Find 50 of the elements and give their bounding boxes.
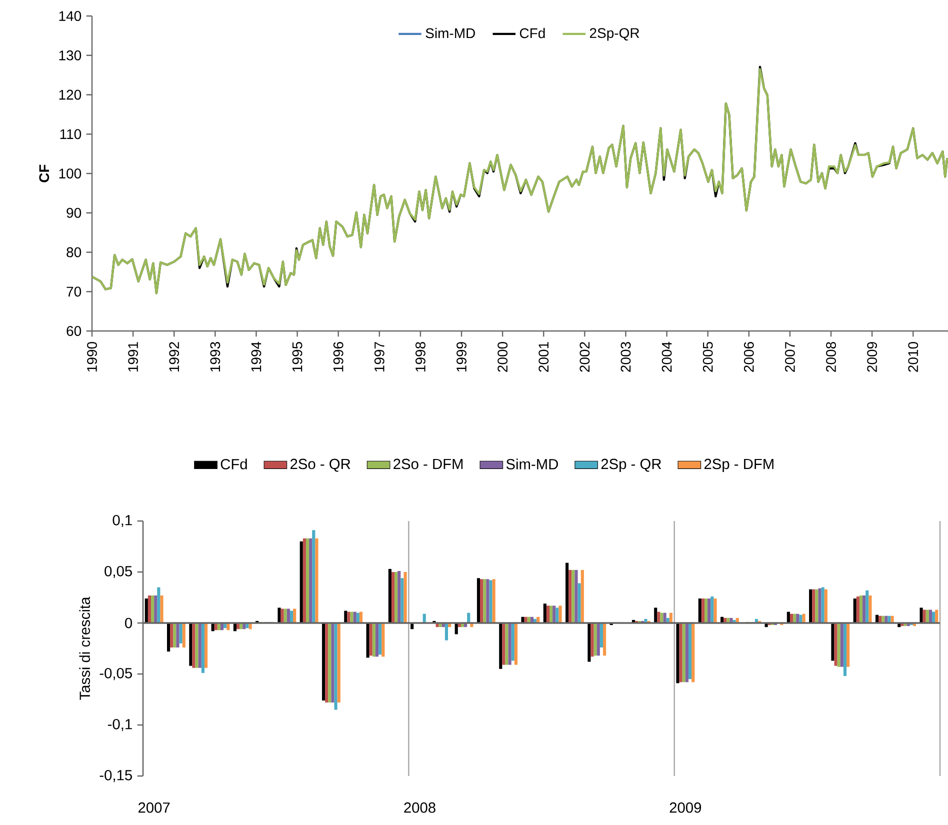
y-tick-label: 100	[59, 168, 82, 178]
y-tick-label: 0,05	[104, 566, 132, 578]
x-tick-label: 2009	[670, 802, 702, 813]
x-tick-label: 1993	[210, 342, 220, 372]
x-tick-label: 1997	[374, 342, 384, 372]
legend-label: 2Sp - DFM	[704, 458, 774, 472]
legend-label: 2Sp - QR	[601, 458, 662, 472]
x-tick-label: 2001	[538, 342, 549, 372]
x-tick-label: 2008	[404, 802, 436, 813]
x-tick-label: 1994	[251, 342, 262, 372]
x-tick-label: 2000	[498, 342, 508, 372]
x-tick-label: 2010	[908, 342, 918, 372]
y-tick-label: -0,1	[108, 718, 132, 732]
y-tick-label: -0,05	[100, 668, 132, 680]
x-tick-label: 2003	[620, 342, 631, 372]
legend-label: 2So - QR	[290, 458, 350, 472]
y-tick-label: 130	[59, 50, 82, 60]
x-tick-label: 2002	[580, 342, 590, 372]
y-tick-label: 80	[66, 247, 82, 258]
x-tick-label: 1995	[292, 342, 302, 372]
y-tick-label: 120	[59, 90, 82, 100]
y-tick-label: 70	[66, 286, 82, 297]
x-tick-label: 1998	[416, 342, 426, 372]
x-tick-label: 2005	[702, 342, 713, 372]
legend-label: 2Sp-QR	[590, 28, 640, 41]
y-axis-title: Tassi di crescita	[79, 596, 90, 700]
legend-label: CFd	[220, 458, 247, 470]
x-tick-label: 2004	[662, 342, 672, 372]
legend-label: 2So - DFM	[394, 458, 463, 470]
x-tick-label: 1996	[333, 342, 344, 372]
x-tick-label: 1990	[87, 342, 97, 372]
y-tick-label: -0,15	[100, 770, 132, 782]
x-tick-label: 1991	[128, 342, 138, 372]
x-tick-label: 2009	[867, 342, 878, 372]
x-tick-label: 2007	[138, 802, 170, 813]
legend-label: Sim-MD	[506, 458, 558, 470]
y-tick-label: 0	[125, 618, 132, 628]
legend-label: Sim-MD	[426, 28, 475, 38]
y-tick-label: 90	[66, 208, 82, 218]
y-tick-label: 110	[60, 129, 82, 140]
legend-label: CFd	[520, 28, 545, 38]
x-tick-label: 2008	[826, 342, 836, 372]
x-tick-label: 1999	[456, 342, 466, 372]
y-axis-title: CF	[39, 164, 50, 182]
y-tick-label: 0,1	[112, 514, 132, 528]
x-tick-label: 2006	[744, 342, 754, 372]
y-tick-label: 140	[59, 11, 82, 21]
y-tick-label: 60	[66, 326, 82, 336]
x-tick-label: 1992	[169, 342, 180, 372]
x-tick-label: 2007	[785, 342, 795, 372]
